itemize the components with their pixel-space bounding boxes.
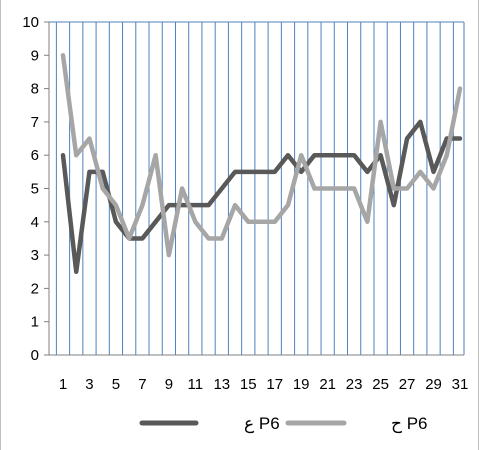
legend-label-1: P6 ع — [244, 414, 280, 434]
x-tick-label: 9 — [165, 376, 173, 393]
y-tick-label: 10 — [22, 14, 39, 31]
y-tick-label: 4 — [31, 214, 39, 231]
x-tick-label: 19 — [293, 376, 310, 393]
y-tick-label: 7 — [31, 114, 39, 131]
series-layer — [60, 53, 463, 274]
x-tick-labels: 1 3 5 7 9 11 13 15 17 19 21 23 25 27 29 31 — [59, 376, 469, 393]
x-tick-label: 29 — [425, 376, 442, 393]
x-tick-label: 7 — [138, 376, 146, 393]
x-tick-label: 23 — [346, 376, 363, 393]
y-tick-label: 1 — [31, 314, 39, 331]
x-tick-label: 25 — [372, 376, 389, 393]
x-tick-label: 21 — [319, 376, 336, 393]
y-tick-label: 2 — [31, 280, 39, 297]
y-tick-label: 0 — [31, 347, 39, 364]
axis-layer — [44, 21, 464, 356]
x-tick-label: 3 — [85, 376, 93, 393]
y-tick-labels: 0 1 2 3 4 5 6 7 8 9 10 — [22, 14, 39, 364]
legend: P6 ع P6 ح — [139, 414, 428, 434]
y-tick-label: 9 — [31, 47, 39, 64]
x-tick-label: 15 — [240, 376, 257, 393]
x-tick-label: 5 — [112, 376, 120, 393]
y-tick-label: 3 — [31, 247, 39, 264]
x-tick-label: 13 — [213, 376, 230, 393]
x-tick-label: 27 — [399, 376, 416, 393]
y-tick-label: 8 — [31, 81, 39, 98]
x-tick-label: 1 — [59, 376, 67, 393]
y-tick-label: 6 — [31, 147, 39, 164]
x-tick-label: 17 — [266, 376, 283, 393]
legend-label-2: P6 ح — [391, 414, 428, 434]
y-tick-label: 5 — [31, 181, 39, 198]
x-tick-label: 11 — [188, 376, 204, 393]
x-tick-label: 31 — [452, 376, 469, 393]
